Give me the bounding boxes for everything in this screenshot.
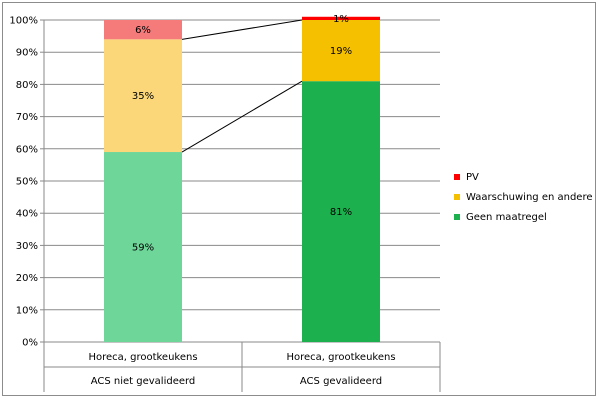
- y-tick-label: 0%: [22, 338, 38, 349]
- y-tick-label: 70%: [16, 112, 38, 123]
- legend-label: Waarschuwing en andere: [466, 192, 593, 203]
- data-label: 81%: [330, 207, 352, 218]
- y-tick-label: 50%: [16, 177, 38, 188]
- y-tick-label: 80%: [16, 80, 38, 91]
- category-sublabel: ACS gevalideerd: [300, 376, 382, 387]
- data-label: 1%: [333, 14, 349, 25]
- data-label: 6%: [135, 25, 151, 36]
- legend-label: Geen maatregel: [466, 212, 547, 223]
- category-label: Horeca, grootkeukens: [286, 352, 395, 363]
- category-sublabel: ACS niet gevalideerd: [91, 376, 196, 387]
- y-tick-label: 40%: [16, 209, 38, 220]
- data-label: 19%: [330, 46, 352, 57]
- bar-segment-waarschuwing-en-andere: [302, 20, 380, 82]
- bar-segment-pv: [104, 20, 182, 40]
- series-line: [181, 80, 303, 153]
- legend-swatch: [454, 194, 460, 200]
- bar-segment-geen-maatregel: [302, 81, 380, 343]
- y-tick-label: 60%: [16, 144, 38, 155]
- data-label: 35%: [132, 91, 154, 102]
- bar-segment-waarschuwing-en-andere: [104, 39, 182, 153]
- bar-segment-geen-maatregel: [104, 152, 182, 342]
- bar-segment-pv: [302, 16, 380, 20]
- legend-swatch: [454, 214, 460, 220]
- legend-swatch: [454, 174, 460, 180]
- y-tick-label: 20%: [16, 273, 38, 284]
- chart-frame: [2, 2, 596, 396]
- legend-label: PV: [466, 172, 479, 183]
- series-line: [181, 19, 303, 40]
- y-tick-label: 100%: [9, 16, 38, 27]
- y-tick-label: 10%: [16, 305, 38, 316]
- y-tick-label: 90%: [16, 48, 38, 59]
- data-label: 59%: [132, 243, 154, 254]
- category-label: Horeca, grootkeukens: [88, 352, 197, 363]
- y-tick-label: 30%: [16, 241, 38, 252]
